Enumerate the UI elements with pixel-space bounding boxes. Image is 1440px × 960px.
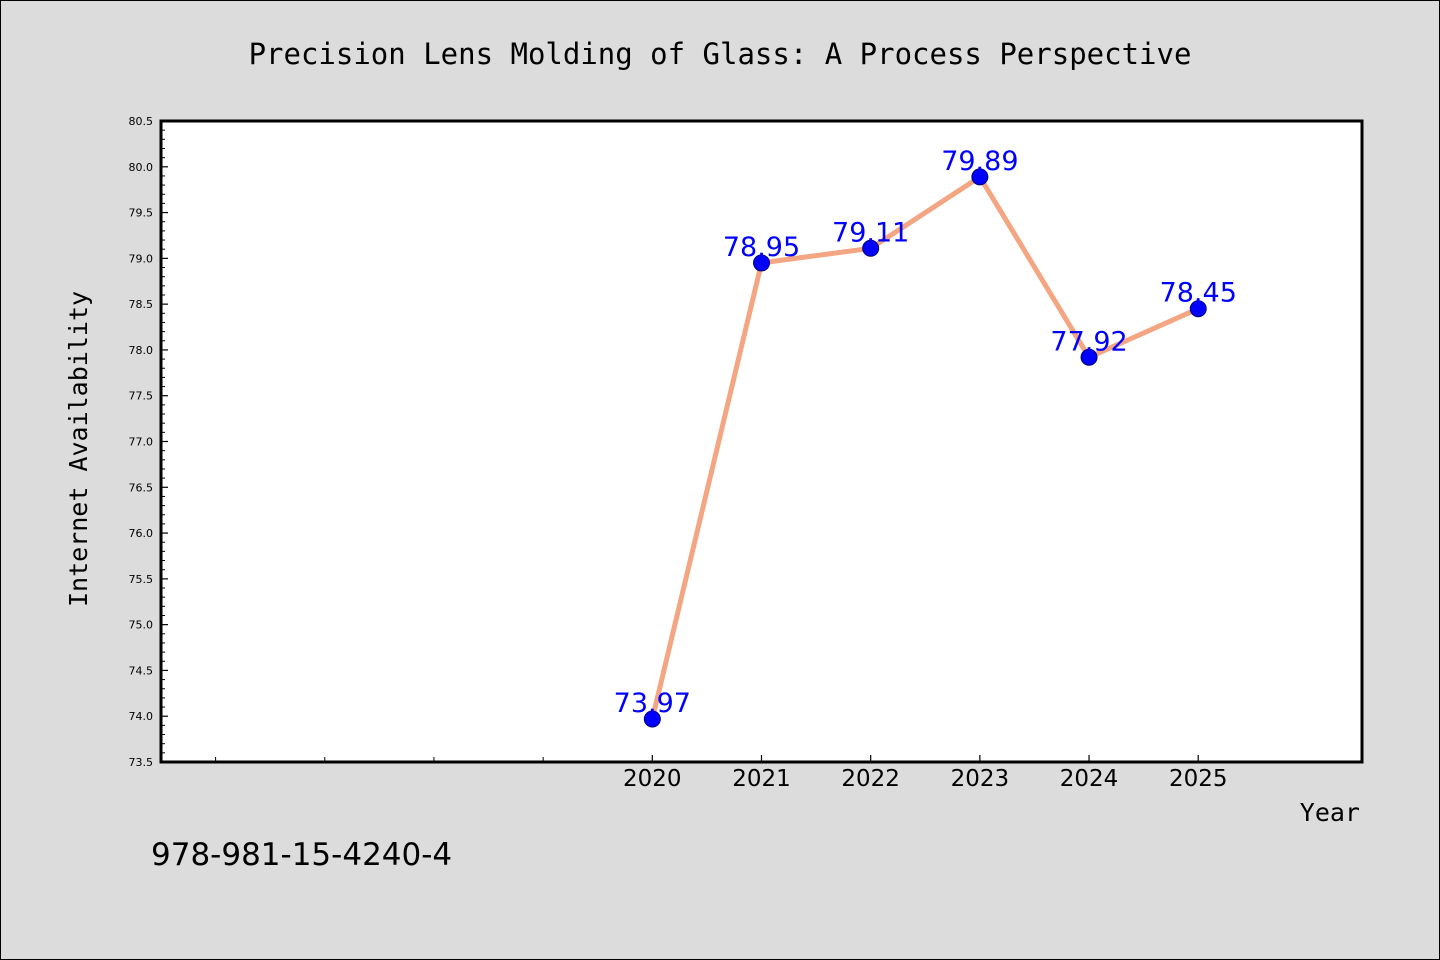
data-point bbox=[643, 710, 661, 728]
data-label: 73.97 bbox=[614, 688, 691, 719]
data-label: 79.89 bbox=[941, 146, 1018, 177]
y-tick-label: 77.5 bbox=[129, 390, 154, 403]
y-tick-label: 78.5 bbox=[129, 298, 154, 311]
x-tick-label: 2022 bbox=[841, 766, 900, 792]
x-tick-label: 2024 bbox=[1060, 766, 1119, 792]
y-tick-label: 80.5 bbox=[129, 115, 154, 128]
x-tick-label: 2025 bbox=[1169, 766, 1228, 792]
data-point bbox=[753, 254, 770, 272]
data-label: 79.11 bbox=[832, 217, 909, 248]
y-tick-label: 79.0 bbox=[129, 252, 154, 265]
y-tick-label: 73.5 bbox=[129, 756, 154, 769]
x-axis-label: Year bbox=[1300, 798, 1360, 827]
chart-title: Precision Lens Molding of Glass: A Proce… bbox=[249, 37, 1192, 71]
y-tick-label: 76.5 bbox=[129, 481, 154, 494]
data-point bbox=[971, 168, 989, 186]
y-axis: 73.5 74.0 74.5 75.0 75.5 76.0 76.5 77.0 77.5 78.0… bbox=[129, 115, 168, 769]
y-tick-label: 74.5 bbox=[129, 664, 154, 677]
data-point bbox=[862, 239, 880, 257]
data-point bbox=[1080, 348, 1098, 366]
x-axis: 2020 2021 2022 2023 2024 2025 bbox=[215, 755, 1228, 792]
y-tick-label: 74.0 bbox=[129, 710, 154, 723]
y-tick-label: 80.0 bbox=[129, 161, 154, 174]
data-point bbox=[1189, 300, 1207, 318]
x-tick-label: 2021 bbox=[732, 766, 791, 792]
y-tick-label: 79.5 bbox=[129, 207, 154, 220]
y-tick-label: 77.0 bbox=[129, 436, 154, 449]
y-tick-label: 75.0 bbox=[129, 619, 154, 632]
x-tick-label: 2023 bbox=[951, 766, 1010, 792]
series-layer: 73.97 78.95 79.11 79.89 77.92 78.45 bbox=[614, 146, 1237, 728]
y-tick-label: 76.0 bbox=[129, 527, 154, 540]
x-tick-label: 2020 bbox=[623, 766, 682, 792]
isbn-label: 978-981-15-4240-4 bbox=[151, 837, 452, 873]
y-tick-label: 75.5 bbox=[129, 573, 154, 586]
series-line bbox=[649, 174, 1201, 722]
data-label: 77.92 bbox=[1050, 326, 1127, 357]
plot-area bbox=[159, 119, 1364, 764]
y-axis-label: Internet Availability bbox=[64, 291, 93, 607]
y-tick-label: 78.0 bbox=[129, 344, 154, 357]
data-label: 78.95 bbox=[723, 232, 800, 263]
data-label: 78.45 bbox=[1160, 278, 1237, 309]
